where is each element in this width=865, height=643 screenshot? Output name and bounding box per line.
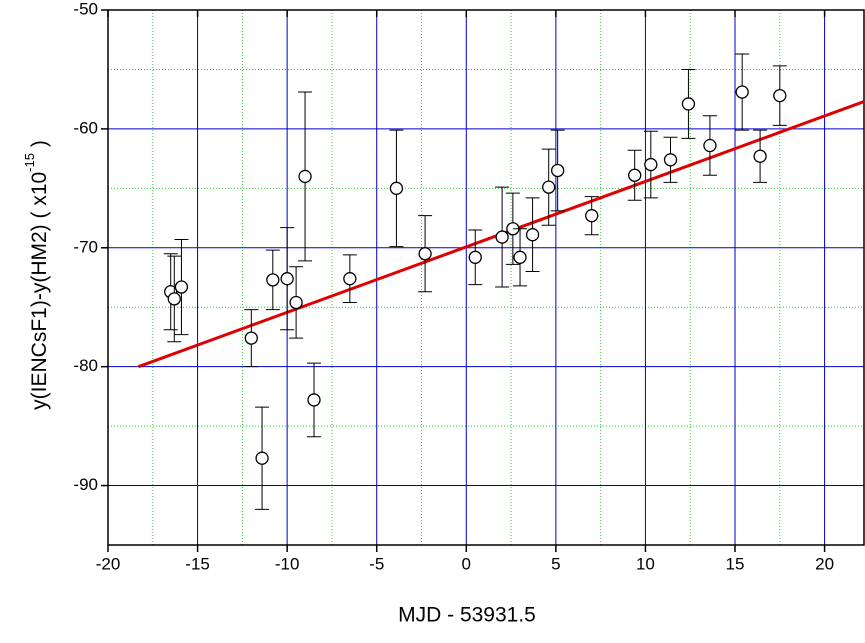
data-point: [525, 228, 540, 242]
data-point: [585, 209, 599, 223]
y-axis-title-exponent: -15: [22, 153, 37, 172]
data-point: [513, 250, 527, 264]
x-tick-label: 15: [726, 554, 745, 573]
data-point: [343, 272, 357, 286]
data-point: [418, 247, 432, 261]
y-axis-title-end: ): [28, 140, 51, 153]
x-tick-label: -15: [185, 554, 210, 573]
data-point: [681, 97, 696, 111]
data-point: [307, 393, 321, 407]
data-point: [289, 295, 303, 310]
x-tick-label: 0: [462, 554, 471, 573]
plot-frame: [107, 9, 865, 546]
y-tick-label: -80: [73, 356, 98, 375]
x-tick-label: -20: [96, 554, 121, 573]
x-tick-label: 5: [551, 554, 560, 573]
data-point: [773, 88, 787, 103]
data-point: [244, 331, 258, 345]
data-point: [468, 250, 482, 264]
data-point: [174, 280, 189, 294]
data-point: [703, 138, 717, 153]
data-point: [495, 230, 509, 244]
data-point: [266, 273, 280, 287]
y-tick-label: -50: [73, 0, 98, 18]
data-point: [167, 292, 181, 306]
x-axis-title: MJD - 53931.5: [398, 604, 536, 627]
data-point: [753, 149, 767, 163]
data-point: [298, 169, 312, 184]
y-axis-title: y(IENCsF1)-y(HM2) ( x10-15 ): [22, 140, 50, 410]
x-tick-label: -10: [275, 554, 300, 573]
y-tick-label: -60: [73, 118, 98, 137]
data-point: [628, 168, 642, 182]
data-point: [663, 153, 678, 167]
data-point: [735, 85, 749, 99]
data-point: [551, 163, 565, 178]
y-axis-title-main: y(IENCsF1)-y(HM2) ( x10: [28, 172, 51, 410]
x-tick-label: 10: [636, 554, 655, 573]
y-tick-label: -90: [73, 475, 98, 494]
data-point: [542, 180, 556, 194]
x-tick-label: -5: [369, 554, 384, 573]
data-point: [644, 157, 658, 172]
y-tick-label: -70: [73, 237, 98, 256]
x-tick-label: 20: [815, 554, 834, 573]
data-point: [280, 272, 294, 286]
data-point: [255, 451, 269, 465]
data-point: [389, 181, 404, 195]
